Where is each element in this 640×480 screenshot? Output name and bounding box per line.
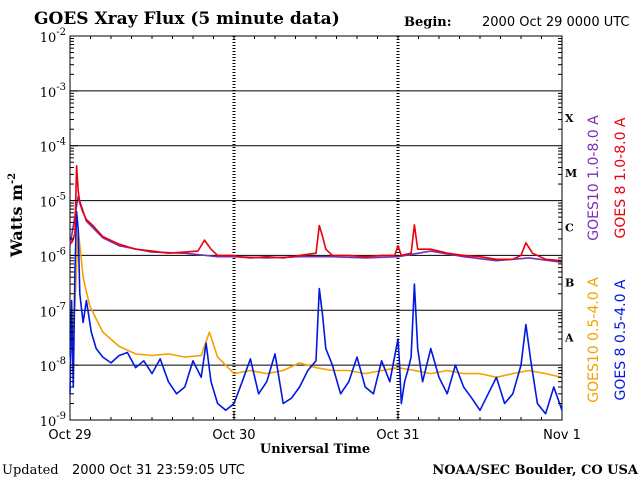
y-tick-label: 10-5	[40, 192, 66, 211]
begin-value: 2000 Oct 29 0000 UTC	[482, 15, 630, 30]
y-tick-exponent: -9	[56, 411, 66, 422]
y-tick-exponent: -2	[56, 27, 66, 38]
legend-entry: GOES 8 1.0-8.0 A	[613, 117, 629, 238]
y-tick-exponent: -7	[56, 301, 66, 312]
legend-entry: GOES 8 0.5-4.0 A	[613, 279, 629, 400]
updated-value: 2000 Oct 31 23:59:05 UTC	[72, 463, 245, 478]
y-tick-label: 10-4	[40, 137, 66, 156]
y-tick-exponent: -3	[56, 82, 66, 93]
legend-entry: GOES10 1.0-8.0 A	[586, 115, 602, 241]
y-axis-label-exponent: -2	[7, 173, 18, 184]
y-tick-exponent: -4	[56, 137, 66, 148]
y-tick-label: 10-2	[40, 27, 66, 46]
flare-class-label: X	[565, 112, 574, 125]
x-tick-label: Oct 29	[48, 428, 91, 443]
y-tick-exponent: -8	[56, 356, 66, 367]
flare-class-labels: X M C B A	[564, 112, 577, 344]
flare-class-label: C	[565, 222, 574, 235]
y-tick-base: 10	[40, 141, 57, 156]
y-axis-label-text: Watts m	[7, 184, 26, 258]
y-tick-label: 10-8	[40, 356, 66, 375]
flare-class-label: B	[565, 277, 574, 290]
x-tick-label: Nov 1	[543, 428, 581, 443]
y-tick-base: 10	[40, 250, 57, 265]
series-lines	[69, 165, 563, 415]
credit-text: NOAA/SEC Boulder, CO USA	[432, 463, 639, 478]
x-tick-label: Oct 31	[376, 428, 419, 443]
legend-entry: GOES10 0.5-4.0 A	[586, 277, 602, 403]
begin-label: Begin:	[404, 15, 452, 30]
y-tick-base: 10	[40, 31, 57, 46]
chart-title: GOES Xray Flux (5 minute data)	[34, 9, 340, 29]
y-tick-base: 10	[40, 360, 57, 375]
x-axis-label: Universal Time	[260, 442, 370, 457]
y-tick-base: 10	[40, 86, 57, 101]
y-tick-label: 10-6	[40, 246, 66, 265]
x-tick-label: Oct 30	[212, 428, 255, 443]
series-line	[69, 165, 563, 262]
series-line	[69, 195, 563, 264]
y-tick-exponent: -6	[56, 246, 66, 257]
x-axis-ticks: Oct 29 Oct 30 Oct 31 Nov 1	[48, 36, 581, 443]
y-axis-ticks: 10-910-810-710-610-510-410-310-2	[40, 27, 562, 430]
y-tick-exponent: -5	[56, 192, 66, 203]
svg-text:Watts m-2: Watts m-2	[7, 173, 26, 258]
y-axis-label: Watts m-2	[7, 173, 26, 258]
y-tick-label: 10-9	[40, 411, 66, 430]
flare-class-label: M	[565, 167, 577, 180]
series-line	[69, 228, 563, 379]
y-tick-base: 10	[40, 196, 57, 211]
y-tick-base: 10	[40, 415, 57, 430]
updated-label: Updated	[2, 463, 59, 478]
series-line	[69, 210, 563, 415]
flare-class-label: A	[564, 331, 574, 344]
y-tick-label: 10-7	[40, 301, 66, 320]
y-tick-label: 10-3	[40, 82, 66, 101]
y-tick-base: 10	[40, 305, 57, 320]
legend: GOES10 1.0-8.0 A GOES 8 1.0-8.0 A GOES10 0…	[586, 115, 629, 403]
